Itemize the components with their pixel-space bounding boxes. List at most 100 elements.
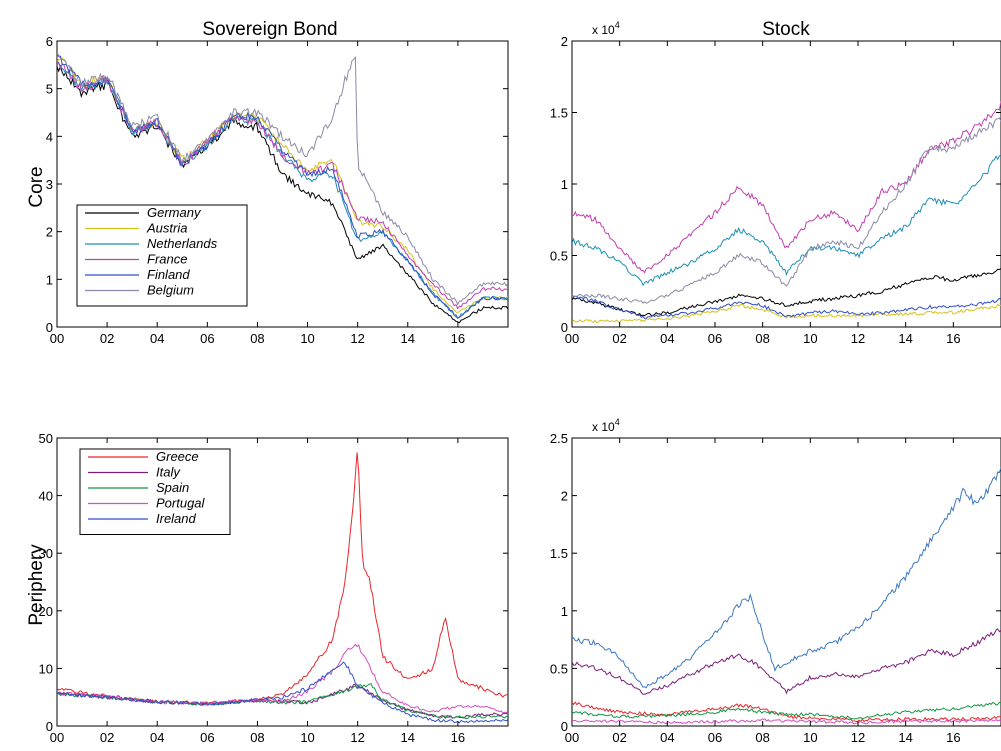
- y-tick-label: 2: [561, 489, 568, 504]
- x-tick-label: 10: [803, 730, 817, 745]
- series-line-1: [572, 628, 1001, 695]
- series-line-0: [572, 467, 1001, 689]
- x-tick-label: 04: [150, 331, 164, 346]
- col-title-sovereign-bond: Sovereign Bond: [202, 19, 337, 40]
- y-tick-label: 10: [39, 661, 53, 676]
- legend-label-belgium: Belgium: [147, 283, 194, 298]
- y-tick-label: 1.5: [550, 546, 568, 561]
- series-line-2: [572, 701, 1001, 723]
- x-tick-label: 14: [898, 331, 912, 346]
- core-bond-panel: 00 02 04 06 08 10 12 14 160123456GermanyAustriaN…: [46, 34, 509, 346]
- x-tick-label: 00: [565, 331, 579, 346]
- legend-label-austria: Austria: [146, 221, 187, 236]
- series-line-0: [572, 268, 1001, 317]
- x-tick-label: 06: [708, 331, 722, 346]
- x-tick-label: 08: [250, 730, 264, 745]
- x-tick-label: 00: [565, 730, 579, 745]
- y-tick-label: 0: [46, 719, 53, 734]
- x-tick-label: 02: [612, 331, 626, 346]
- y-tick-label: 0.5: [550, 661, 568, 676]
- x-tick-label: 06: [200, 331, 214, 346]
- series-line-italy: [57, 683, 508, 720]
- axes-frame: [56, 437, 509, 727]
- x-tick-label: 16: [451, 730, 465, 745]
- x-tick-label: 14: [898, 730, 912, 745]
- y-tick-label: 2: [561, 34, 568, 49]
- y-tick-label: 4: [46, 129, 53, 144]
- x-tick-label: 04: [660, 331, 674, 346]
- axis-multiplier: x 104: [592, 417, 620, 434]
- x-tick-label: 16: [946, 730, 960, 745]
- legend-label-netherlands: Netherlands: [147, 236, 218, 251]
- periphery-bond-panel: 00 02 04 06 08 10 12 14 16 0 10 20 30 40 50 GreeceItaly…: [39, 431, 509, 745]
- legend-label-spain: Spain: [156, 480, 189, 495]
- y-tick-label: 0.5: [550, 249, 568, 264]
- x-tick-label: 16: [946, 331, 960, 346]
- y-tick-label: 1: [561, 604, 568, 619]
- legend-label-portugal: Portugal: [156, 496, 206, 511]
- row-label-periphery: Periphery: [26, 544, 47, 626]
- series-line-4: [572, 295, 1001, 319]
- x-tick-label: 14: [401, 331, 415, 346]
- axes-frame: [571, 437, 1001, 727]
- x-tick-label: 08: [755, 730, 769, 745]
- x-tick-label: 12: [851, 730, 865, 745]
- axis-multiplier-exponent: 4: [615, 417, 620, 427]
- axes-frame: [571, 40, 1001, 328]
- core-stock-panel: 00 02 04 06 08 10 12 14 16 0 0.5 1 1.5 2 x 104: [550, 20, 1001, 346]
- legend-label-finland: Finland: [147, 267, 190, 282]
- legend-box: [79, 448, 231, 535]
- axis-multiplier-exponent: 4: [615, 20, 620, 30]
- x-tick-label: 10: [300, 730, 314, 745]
- series-group: [57, 452, 508, 724]
- y-tick-label: 3: [46, 177, 53, 192]
- x-tick-label: 04: [660, 730, 674, 745]
- y-tick-label: 2.5: [550, 431, 568, 446]
- series-group: [57, 53, 508, 324]
- y-tick-label: 0: [561, 320, 568, 335]
- x-tick-label: 10: [803, 331, 817, 346]
- x-tick-label: 12: [851, 331, 865, 346]
- x-tick-label: 06: [200, 730, 214, 745]
- y-tick-label: 1: [561, 177, 568, 192]
- series-line-ireland: [57, 661, 508, 724]
- series-line-austria: [57, 56, 508, 314]
- x-tick-label: 12: [350, 730, 364, 745]
- series-line-spain: [57, 683, 508, 720]
- series-line-2: [572, 154, 1001, 287]
- y-tick-label: 2: [46, 225, 53, 240]
- legend-label-france: France: [147, 252, 187, 267]
- series-line-france: [57, 61, 508, 310]
- y-tick-label: 30: [39, 546, 53, 561]
- y-tick-label: 6: [46, 34, 53, 49]
- series-line-3: [572, 701, 1001, 720]
- x-tick-label: 02: [612, 730, 626, 745]
- x-tick-label: 02: [100, 730, 114, 745]
- series-line-5: [572, 117, 1001, 304]
- series-line-3: [572, 101, 1001, 274]
- series-line-4: [572, 718, 1001, 725]
- y-tick-label: 50: [39, 431, 53, 446]
- col-title-stock: Stock: [762, 19, 810, 40]
- x-tick-label: 00: [50, 730, 64, 745]
- legend-label-ireland: Ireland: [156, 511, 197, 526]
- periphery-stock-panel: 00 02 04 06 08 10 12 14 16 0 0.5 1 1.5 2 2.5 x 104: [550, 417, 1001, 745]
- x-tick-label: 12: [350, 331, 364, 346]
- y-tick-label: 1.5: [550, 106, 568, 121]
- x-tick-label: 10: [300, 331, 314, 346]
- y-tick-label: 40: [39, 489, 53, 504]
- y-tick-label: 20: [39, 604, 53, 619]
- x-tick-label: 00: [50, 331, 64, 346]
- series-line-finland: [57, 55, 508, 320]
- series-line-belgium: [57, 53, 508, 306]
- axis-multiplier: x 104: [592, 20, 620, 37]
- legend-label-italy: Italy: [156, 465, 181, 480]
- x-tick-label: 06: [708, 730, 722, 745]
- y-tick-label: 0: [46, 320, 53, 335]
- y-tick-label: 5: [46, 82, 53, 97]
- x-tick-label: 08: [250, 331, 264, 346]
- series-line-1: [572, 303, 1001, 324]
- x-tick-label: 16: [451, 331, 465, 346]
